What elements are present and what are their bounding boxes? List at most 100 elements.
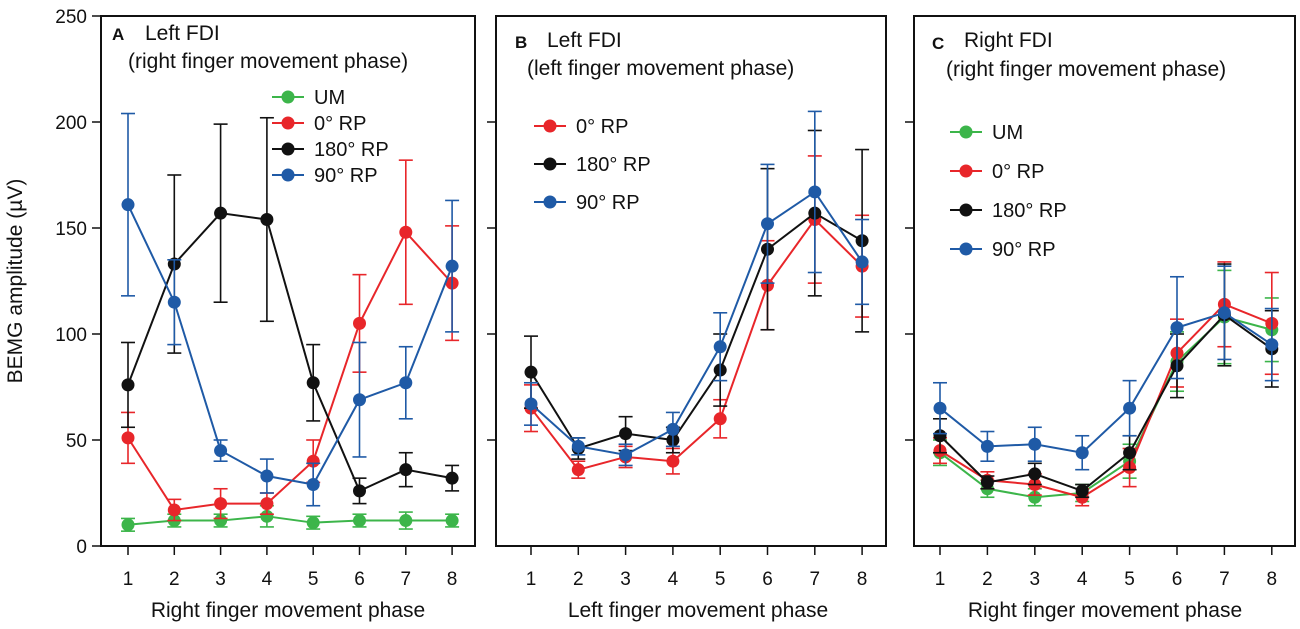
panel-a-legend-label-180deg-rp: 180° RP (314, 139, 389, 161)
panel-a-90deg-rp-point-1 (121, 198, 135, 212)
panel-c-legend-label-90deg-rp: 90° RP (992, 239, 1056, 261)
panel-a-title-line2: (right finger movement phase) (128, 50, 408, 73)
panel-c-legend-marker-180deg-rp (959, 203, 973, 217)
y-tick-label-0: 0 (76, 537, 87, 558)
panel-a-um-point-6 (353, 514, 366, 528)
panel-c-series-90deg-rp (933, 265, 1279, 471)
panel-a-0deg-rp-point-1 (121, 431, 135, 445)
y-tick-label-250: 250 (55, 7, 87, 28)
panel-c: C Right FDI (right finger movement phase… (905, 15, 1296, 622)
panel-b-x-tick-label-4: 4 (668, 569, 679, 590)
panel-a-legend-item-0deg-rp: 0° RP (272, 113, 366, 135)
panel-a-um-point-4 (260, 509, 274, 523)
panel-b-0deg-rp-point-5 (713, 412, 727, 426)
panel-b-90deg-rp-point-7 (808, 185, 822, 199)
panel-b-x-tick-label-2: 2 (573, 569, 584, 590)
panel-a-legend: UM 0° RP 180° RP 90° RP (272, 87, 389, 187)
panel-a: A Left FDI (right finger movement phase)… (4, 7, 476, 622)
panel-b-90deg-rp-line (530, 190, 863, 456)
panel-a-frame (100, 15, 476, 547)
panel-a-x-tick-label-7: 7 (401, 569, 412, 590)
panel-b-legend-label-0deg-rp: 0° RP (576, 116, 628, 138)
y-axis-label: BEMG amplitude (µV) (4, 179, 27, 384)
panel-c-legend-label-0deg-rp: 0° RP (992, 161, 1044, 183)
panel-a-0deg-rp-point-5 (306, 454, 320, 468)
panel-a-title-line1: Left FDI (145, 22, 220, 45)
panel-c-frame (913, 15, 1296, 547)
panel-b-x-label: Left finger movement phase (568, 599, 828, 622)
panel-a-legend-marker-90deg-rp (281, 168, 295, 182)
panel-c-90deg-rp-line (939, 311, 1273, 454)
panel-a-90deg-rp-point-8 (445, 259, 459, 273)
panel-a-series (121, 112, 460, 532)
panel-a-90deg-rp-point-6 (353, 393, 366, 407)
panel-c-180deg-rp-point-1 (933, 429, 947, 443)
panel-a-0deg-rp-point-6 (353, 316, 366, 330)
panel-a-legend-label-um: UM (314, 87, 345, 109)
panel-b-90deg-rp-point-6 (761, 217, 774, 231)
panel-a-180deg-rp-point-6 (353, 484, 366, 498)
panel-a-um-point-7 (399, 514, 413, 528)
panel-a-axes: 0 50 100 150 200 250 1 2 3 4 5 6 7 8 (55, 7, 457, 590)
panel-c-90deg-rp-point-1 (933, 401, 947, 415)
panel-a-0deg-rp-point-4 (260, 497, 274, 511)
panel-b-legend-label-90deg-rp: 90° RP (576, 192, 640, 214)
panel-b-legend-marker-0deg-rp (543, 119, 557, 133)
panel-b-legend-marker-90deg-rp (543, 195, 557, 209)
panel-b-frame (495, 15, 887, 547)
panel-a-0deg-rp-line (127, 230, 453, 512)
panel-b-x-tick-label-1: 1 (526, 569, 537, 590)
panel-c-x-tick-label-8: 8 (1267, 569, 1278, 590)
panel-b-x-tick-label-7: 7 (810, 569, 821, 590)
panel-b-90deg-rp-point-4 (666, 422, 680, 436)
panel-c-0deg-rp-line (939, 303, 1273, 499)
y-tick-label-150: 150 (55, 219, 87, 240)
panel-b-legend-label-180deg-rp: 180° RP (576, 154, 651, 176)
panel-c-90deg-rp-point-5 (1123, 401, 1137, 415)
panel-c-180deg-rp-point-4 (1075, 484, 1089, 498)
panel-b-180deg-rp-line (530, 211, 863, 450)
panel-c-legend-marker-90deg-rp (959, 242, 973, 256)
panel-a-um-point-3 (214, 514, 228, 528)
panel-b-90deg-rp-point-3 (619, 448, 633, 462)
panel-b-axes: 1 2 3 4 5 6 7 8 (487, 121, 867, 590)
panel-b-180deg-rp-point-1 (524, 365, 538, 379)
panel-c-series (933, 261, 1279, 507)
panel-a-90deg-rp-point-7 (399, 376, 413, 390)
panel-a-0deg-rp-point-2 (167, 503, 181, 517)
y-tick-label-50: 50 (66, 431, 87, 452)
panel-b-x-tick-label-6: 6 (762, 569, 773, 590)
panel-a-90deg-rp-point-5 (306, 478, 320, 492)
panel-a-90deg-rp-point-4 (260, 469, 274, 483)
panel-a-0deg-rp-point-3 (214, 497, 228, 511)
panel-a-um-point-8 (445, 514, 459, 528)
panel-a-180deg-rp-point-3 (214, 206, 228, 220)
panel-c-legend: UM 0° RP 180° RP 90° RP (950, 122, 1067, 261)
panel-c-x-tick-label-3: 3 (1030, 569, 1041, 590)
panel-b-0deg-rp-point-4 (666, 454, 680, 468)
panel-c-x-tick-label-7: 7 (1219, 569, 1230, 590)
panel-a-x-tick-label-4: 4 (262, 569, 273, 590)
panel-b-x-tick-label-3: 3 (620, 569, 631, 590)
panel-a-um-point-1 (121, 518, 135, 532)
panel-c-180deg-rp-line (939, 313, 1273, 493)
panel-a-letter: A (112, 25, 124, 44)
panel-a-series-0deg-rp (121, 159, 460, 522)
panel-a-um-point-5 (306, 516, 320, 530)
panel-b-90deg-rp-point-1 (524, 397, 538, 411)
panel-c-series-0deg-rp (933, 261, 1279, 507)
y-tick-label-200: 200 (55, 113, 87, 134)
panel-a-180deg-rp-point-4 (260, 213, 274, 227)
panel-c-title-line2: (right finger movement phase) (946, 58, 1226, 81)
panel-c-legend-marker-0deg-rp (959, 164, 973, 178)
panel-a-x-tick-label-3: 3 (215, 569, 226, 590)
panel-c-legend-item-180deg-rp: 180° RP (950, 200, 1067, 222)
panel-b-90deg-rp-point-8 (855, 255, 869, 269)
panel-a-180deg-rp-line (127, 212, 453, 493)
panel-c-legend-item-0deg-rp: 0° RP (950, 161, 1044, 183)
panel-b-legend-item-180deg-rp: 180° RP (534, 154, 651, 176)
panel-a-series-90deg-rp (121, 112, 460, 507)
panel-a-x-tick-label-1: 1 (123, 569, 134, 590)
panel-a-legend-item-180deg-rp: 180° RP (272, 139, 389, 161)
panel-b-90deg-rp-point-2 (571, 439, 585, 453)
